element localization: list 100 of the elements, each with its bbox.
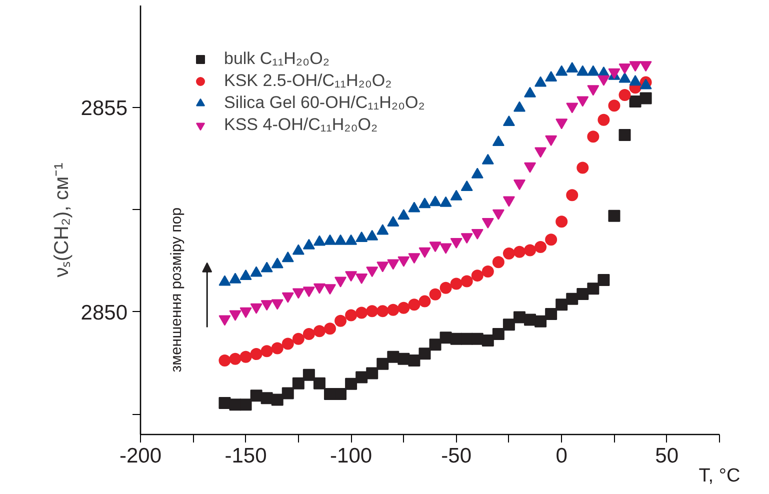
- point: [618, 72, 631, 83]
- point: [398, 209, 410, 220]
- x-axis-title: T, °C: [698, 466, 740, 486]
- point: [545, 308, 558, 320]
- point: [545, 70, 558, 82]
- point: [240, 270, 252, 280]
- point: [524, 86, 536, 98]
- point: [345, 234, 358, 245]
- point: [345, 309, 358, 322]
- point: [545, 234, 558, 246]
- point: [271, 258, 284, 268]
- point: [229, 352, 242, 365]
- point: [356, 306, 368, 319]
- point: [556, 65, 568, 76]
- point: [408, 202, 420, 212]
- x-tick-label: 0: [556, 444, 568, 468]
- point: [534, 76, 547, 87]
- point: [492, 256, 504, 268]
- point: [608, 210, 620, 222]
- point: [408, 298, 420, 311]
- point: [418, 295, 431, 308]
- point: [524, 244, 536, 256]
- point: [313, 377, 326, 390]
- legend-label: KSK 2.5-OH/C₁₁H₂₀O₂: [224, 71, 392, 91]
- point: [482, 265, 494, 278]
- point: [513, 101, 526, 112]
- point: [440, 332, 452, 344]
- point: [566, 189, 578, 202]
- x-tick-label: -100: [330, 444, 372, 468]
- point: [640, 78, 652, 90]
- point: [229, 272, 242, 284]
- point: [460, 275, 473, 288]
- point: [513, 311, 526, 324]
- point: [471, 168, 484, 178]
- point: [398, 352, 410, 365]
- point: [334, 314, 347, 327]
- point: [450, 278, 462, 290]
- point: [629, 96, 642, 108]
- point: [366, 230, 378, 240]
- point: [271, 342, 284, 354]
- point: [292, 377, 304, 390]
- point: [218, 275, 231, 286]
- point: [366, 305, 378, 318]
- point: [260, 262, 273, 272]
- point: [418, 348, 431, 360]
- x-tick-label: 50: [655, 444, 679, 468]
- point: [502, 116, 515, 126]
- point: [534, 315, 547, 328]
- point: [587, 130, 600, 143]
- point: [271, 394, 284, 406]
- point: [492, 328, 504, 340]
- point: [324, 234, 336, 245]
- point: [260, 392, 273, 404]
- annotation: зменшення розміру пор: [168, 208, 186, 372]
- point: [440, 282, 452, 294]
- point: [292, 332, 304, 345]
- point: [356, 232, 368, 242]
- point: [492, 136, 504, 146]
- point: [313, 325, 326, 338]
- point: [618, 129, 631, 142]
- point: [556, 298, 568, 311]
- point: [366, 367, 378, 380]
- x-tick-label: -150: [224, 444, 267, 468]
- point: [356, 371, 368, 384]
- point: [218, 397, 231, 410]
- point: [387, 216, 400, 227]
- point: [387, 304, 400, 316]
- point: [387, 350, 400, 363]
- point: [502, 248, 515, 260]
- point: [282, 252, 294, 262]
- point: [250, 390, 262, 402]
- point: [345, 378, 358, 390]
- point: [598, 274, 610, 286]
- point: [534, 240, 547, 253]
- point: [513, 246, 526, 258]
- point: [566, 292, 578, 305]
- point: [376, 305, 389, 318]
- point: [576, 65, 589, 76]
- point: [429, 196, 442, 206]
- point: [629, 75, 642, 86]
- point: [313, 235, 326, 246]
- point: [429, 338, 442, 351]
- point: [576, 162, 589, 174]
- x-tick-label: -50: [441, 444, 472, 468]
- point: [576, 288, 589, 300]
- legend-label: Silica Gel 60-OH/C₁₁H₂₀O₂: [224, 93, 425, 113]
- point: [282, 387, 294, 400]
- point: [229, 398, 242, 411]
- point: [250, 266, 262, 277]
- y-tick-label: 2855: [80, 97, 128, 120]
- point: [471, 270, 484, 282]
- point: [324, 322, 336, 335]
- point: [482, 154, 494, 164]
- legend-label: bulk C₁₁H₂₀O₂: [224, 49, 330, 69]
- point: [440, 196, 452, 207]
- point: [450, 190, 462, 200]
- point: [292, 244, 304, 255]
- point: [302, 328, 315, 340]
- point: [282, 338, 294, 350]
- point: [608, 100, 620, 112]
